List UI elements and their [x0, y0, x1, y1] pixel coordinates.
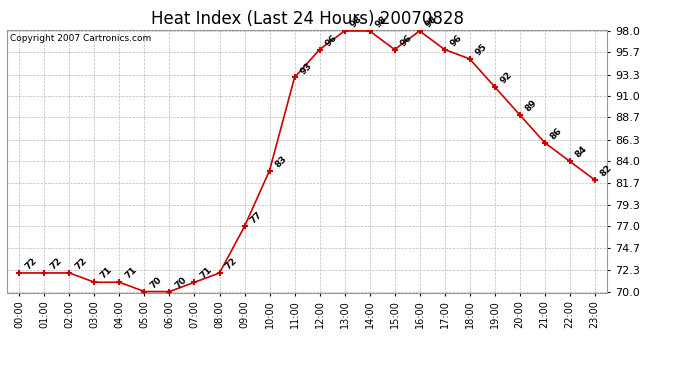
Text: 98: 98 [424, 14, 439, 30]
Text: 89: 89 [524, 98, 539, 113]
Text: 77: 77 [248, 210, 264, 225]
Text: 93: 93 [299, 61, 314, 76]
Title: Heat Index (Last 24 Hours) 20070828: Heat Index (Last 24 Hours) 20070828 [150, 10, 464, 28]
Text: 70: 70 [148, 275, 164, 290]
Text: Copyright 2007 Cartronics.com: Copyright 2007 Cartronics.com [10, 34, 151, 43]
Text: 96: 96 [448, 33, 464, 48]
Text: 84: 84 [574, 145, 589, 160]
Text: 71: 71 [99, 266, 114, 281]
Text: 83: 83 [274, 154, 289, 169]
Text: 82: 82 [599, 163, 614, 178]
Text: 71: 71 [124, 266, 139, 281]
Text: 70: 70 [174, 275, 189, 290]
Text: 72: 72 [224, 256, 239, 272]
Text: 72: 72 [23, 256, 39, 272]
Text: 95: 95 [474, 42, 489, 57]
Text: 92: 92 [499, 70, 514, 86]
Text: 72: 72 [74, 256, 89, 272]
Text: 96: 96 [324, 33, 339, 48]
Text: 71: 71 [199, 266, 214, 281]
Text: 86: 86 [549, 126, 564, 141]
Text: 98: 98 [374, 14, 389, 30]
Text: 98: 98 [348, 14, 364, 30]
Text: 96: 96 [399, 33, 414, 48]
Text: 72: 72 [48, 256, 64, 272]
